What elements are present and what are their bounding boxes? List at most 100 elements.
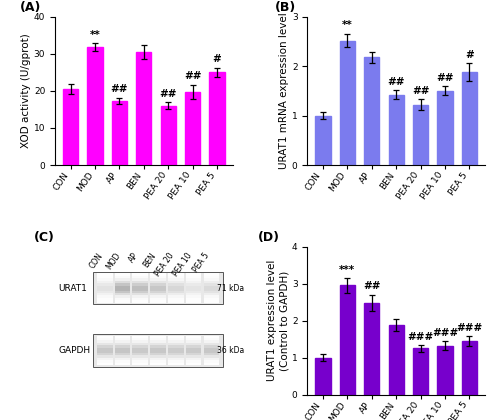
Y-axis label: URAT1 mRNA expression level: URAT1 mRNA expression level xyxy=(279,13,289,169)
Bar xyxy=(132,348,148,350)
Bar xyxy=(340,286,355,395)
Bar xyxy=(97,298,112,300)
Bar xyxy=(114,286,130,288)
Bar xyxy=(204,350,219,353)
Bar xyxy=(168,298,184,300)
Bar xyxy=(150,300,166,303)
Bar xyxy=(114,348,130,350)
Bar xyxy=(186,336,202,338)
Text: ##: ## xyxy=(363,281,380,291)
Bar xyxy=(150,341,166,343)
Bar xyxy=(97,283,112,286)
Text: CON: CON xyxy=(88,251,105,270)
Text: URAT1: URAT1 xyxy=(58,284,87,293)
Text: (A): (A) xyxy=(20,1,41,14)
Bar xyxy=(204,298,219,300)
Text: ##: ## xyxy=(412,86,430,96)
Text: #: # xyxy=(465,50,473,60)
Bar xyxy=(204,360,219,363)
Bar xyxy=(114,291,130,293)
Bar xyxy=(160,106,176,165)
Text: ***: *** xyxy=(340,265,355,275)
Bar xyxy=(204,291,219,293)
Bar xyxy=(114,273,130,276)
Bar xyxy=(413,349,428,395)
Bar xyxy=(97,348,112,350)
Bar xyxy=(150,336,166,338)
Bar xyxy=(186,291,202,293)
Bar xyxy=(114,341,130,343)
Bar xyxy=(150,338,166,341)
Bar xyxy=(114,338,130,341)
Bar xyxy=(186,273,202,276)
Bar xyxy=(114,336,130,338)
Bar xyxy=(97,358,112,360)
Bar xyxy=(168,281,184,283)
Bar xyxy=(204,293,219,296)
Bar xyxy=(168,276,184,278)
Bar xyxy=(438,91,452,165)
Text: AP: AP xyxy=(128,251,140,264)
Bar xyxy=(94,272,222,304)
Bar xyxy=(168,355,184,358)
Text: ##: ## xyxy=(436,73,454,83)
Bar xyxy=(114,288,130,291)
Bar xyxy=(186,283,202,286)
Bar xyxy=(150,345,166,348)
Bar xyxy=(204,355,219,358)
Bar xyxy=(186,288,202,291)
Bar xyxy=(112,101,127,165)
Bar xyxy=(186,358,202,360)
Bar xyxy=(150,278,166,281)
Bar xyxy=(114,281,130,283)
Bar xyxy=(186,345,202,348)
Bar xyxy=(204,288,219,291)
Bar xyxy=(136,52,152,165)
Bar xyxy=(168,343,184,345)
Text: PEA 5: PEA 5 xyxy=(192,251,212,274)
Bar xyxy=(150,363,166,365)
Bar xyxy=(150,343,166,345)
Bar xyxy=(88,47,102,165)
Bar xyxy=(204,348,219,350)
Bar xyxy=(204,281,219,283)
Bar xyxy=(210,72,224,165)
Bar xyxy=(132,363,148,365)
Bar xyxy=(97,273,112,276)
Bar xyxy=(204,283,219,286)
Bar xyxy=(186,293,202,296)
Bar xyxy=(97,350,112,353)
Bar xyxy=(168,363,184,365)
Text: (D): (D) xyxy=(258,231,280,244)
Bar xyxy=(204,273,219,276)
Bar xyxy=(204,338,219,341)
Bar xyxy=(132,345,148,348)
Bar xyxy=(150,291,166,293)
Bar xyxy=(204,363,219,365)
Text: BEN: BEN xyxy=(142,251,158,269)
Bar xyxy=(114,300,130,303)
Text: 36 kDa: 36 kDa xyxy=(216,346,244,355)
Bar xyxy=(150,281,166,283)
Bar xyxy=(186,360,202,363)
Bar xyxy=(186,276,202,278)
Bar xyxy=(204,336,219,338)
Bar xyxy=(204,353,219,355)
Bar xyxy=(204,286,219,288)
Bar xyxy=(132,288,148,291)
Bar xyxy=(132,355,148,358)
Bar xyxy=(150,353,166,355)
Bar xyxy=(114,343,130,345)
Bar xyxy=(168,350,184,353)
Bar xyxy=(150,293,166,296)
Bar xyxy=(168,288,184,291)
Bar xyxy=(132,353,148,355)
Bar xyxy=(168,345,184,348)
Bar xyxy=(168,273,184,276)
Bar xyxy=(204,296,219,298)
Bar xyxy=(97,291,112,293)
Bar xyxy=(97,286,112,288)
Bar xyxy=(114,278,130,281)
Y-axis label: XOD activity (U/gprot): XOD activity (U/gprot) xyxy=(21,34,31,148)
Bar xyxy=(168,360,184,363)
